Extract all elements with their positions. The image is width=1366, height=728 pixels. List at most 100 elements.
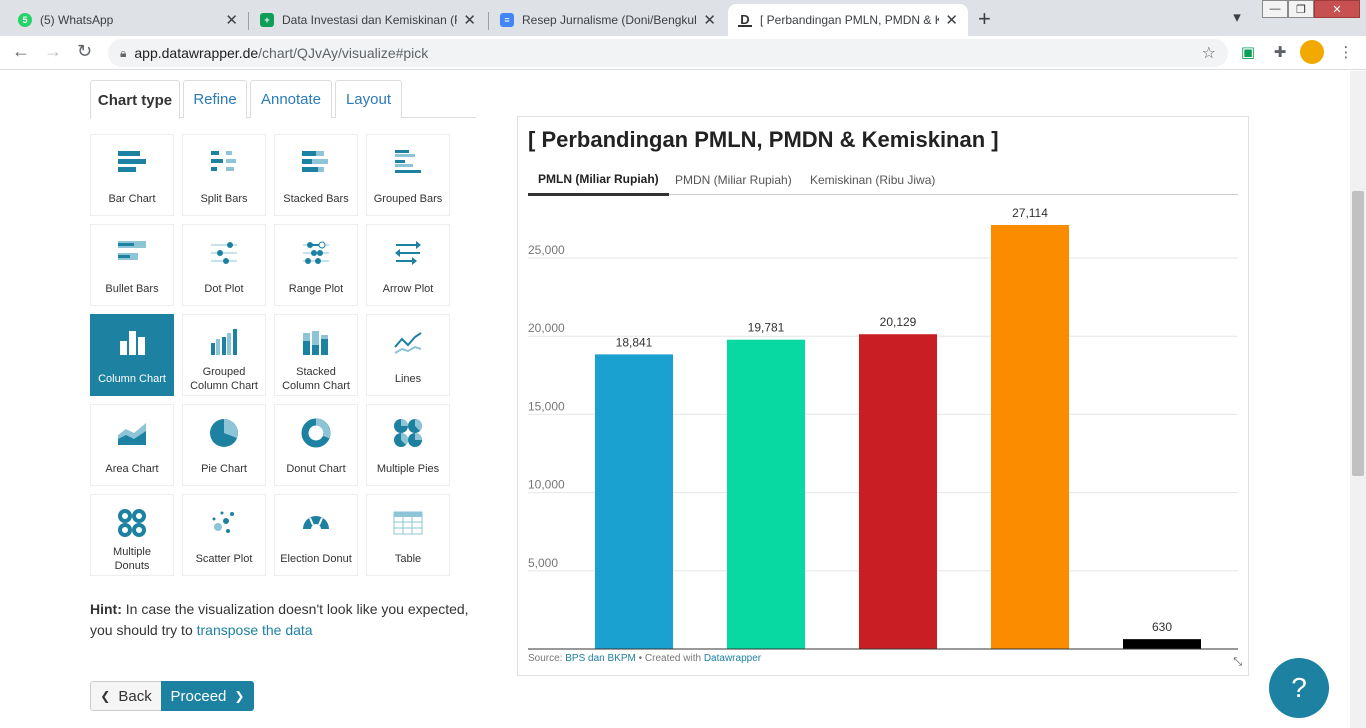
bar-value-label: 19,781 — [748, 321, 785, 335]
chart-type-option[interactable]: Range Plot — [274, 224, 358, 306]
chart-type-label: Range Plot — [288, 283, 344, 295]
chart-tab-pmdn[interactable]: PMDN (Miliar Rupiah) — [675, 173, 792, 187]
chevron-left-icon: ❮ — [100, 689, 111, 703]
chart-type-option[interactable]: Bullet Bars — [90, 224, 174, 306]
chart-type-label: Dot Plot — [204, 283, 244, 295]
chart-type-option[interactable]: Arrow Plot — [366, 224, 450, 306]
chart-type-option[interactable]: Donut Chart — [274, 404, 358, 486]
new-tab-icon[interactable]: + — [978, 6, 991, 31]
bar-value-label: 630 — [1152, 620, 1172, 634]
grouped-column-chart-icon — [206, 325, 242, 361]
lines-icon — [390, 325, 426, 361]
close-tab-icon[interactable]: ✕ — [703, 12, 716, 29]
chart-type-option[interactable]: Split Bars — [182, 134, 266, 216]
page-scrollbar[interactable] — [1350, 71, 1366, 728]
step-tabs: Chart type Refine Annotate Layout — [90, 80, 476, 119]
chart-type-label: Election Donut — [280, 553, 352, 565]
scatter-plot-icon — [206, 505, 242, 541]
back-button[interactable]: ❮ Back — [90, 681, 162, 711]
x-tick-label: 2021 — [1149, 656, 1176, 657]
chart-type-option[interactable]: Pie Chart — [182, 404, 266, 486]
chart-type-label: Split Bars — [200, 193, 248, 205]
close-window-icon[interactable]: ✕ — [1314, 0, 1360, 18]
extensions-puzzle-icon[interactable]: ✚ — [1273, 44, 1287, 61]
bookmark-star-icon[interactable]: ☆ — [1201, 45, 1216, 62]
chart-type-option[interactable]: Election Donut — [274, 494, 358, 576]
proceed-button[interactable]: Proceed ❯ — [161, 681, 254, 711]
address-bar[interactable]: 🔒︎ app.datawrapper.de/chart/QJvAy/visual… — [108, 39, 1228, 67]
proceed-button-label: Proceed — [170, 687, 227, 705]
grouped-bars-icon — [390, 145, 426, 181]
chart-tab-kemiskinan[interactable]: Kemiskinan (Ribu Jiwa) — [810, 173, 936, 187]
tab-layout[interactable]: Layout — [335, 80, 402, 118]
browser-tab-whatsapp[interactable]: 5 (5) WhatsApp ✕ — [8, 4, 248, 36]
chart-type-label: Arrow Plot — [382, 283, 434, 295]
chart-type-label: Area Chart — [105, 463, 159, 475]
bar-chart-icon — [114, 145, 150, 181]
browser-toolbar: ← → ↻ 🔒︎ app.datawrapper.de/chart/QJvAy/… — [0, 36, 1366, 70]
chart-type-label: Lines — [394, 373, 422, 385]
multiple-pies-icon — [390, 415, 426, 451]
chart-type-option[interactable]: Lines — [366, 314, 450, 396]
range-plot-icon — [298, 235, 334, 271]
extension-icon[interactable]: ▣ — [1240, 44, 1256, 61]
chart-type-option[interactable]: Area Chart — [90, 404, 174, 486]
maximize-icon[interactable]: ❐ — [1288, 0, 1314, 18]
election-donut-icon — [298, 505, 334, 541]
source-label: Source: — [528, 653, 563, 664]
chart-type-option[interactable]: Grouped Column Chart — [182, 314, 266, 396]
chart-tab-pmln[interactable]: PMLN (Miliar Rupiah) — [528, 165, 669, 196]
chart-type-label: Stacked Bars — [283, 193, 349, 205]
minimize-icon[interactable]: — — [1262, 0, 1288, 18]
bar-value-label: 20,129 — [880, 315, 917, 329]
browser-tab-docs[interactable]: ≡ Resep Jurnalisme (Doni/Bengkulu ✕ — [490, 4, 726, 36]
browser-tab-sheets[interactable]: + Data Investasi dan Kemiskinan (F ✕ — [250, 4, 486, 36]
y-tick-label: 20,000 — [528, 321, 565, 335]
chart-type-option[interactable]: Grouped Bars — [366, 134, 450, 216]
tab-refine[interactable]: Refine — [183, 80, 247, 118]
chart-type-option[interactable]: Scatter Plot — [182, 494, 266, 576]
chart-type-option[interactable]: Multiple Donuts — [90, 494, 174, 576]
chart-type-label: Multiple Pies — [376, 463, 440, 475]
browser-tab-datawrapper[interactable]: D [ Perbandingan PMLN, PMDN & K ✕ — [728, 4, 968, 36]
y-tick-label: 15,000 — [528, 399, 565, 413]
reload-icon[interactable]: ↻ — [77, 41, 93, 61]
chart-type-label: Pie Chart — [201, 463, 247, 475]
chart-tabs: PMLN (Miliar Rupiah) PMDN (Miliar Rupiah… — [528, 165, 1238, 196]
tab-chart-type[interactable]: Chart type — [90, 80, 180, 119]
transpose-data-link[interactable]: transpose the data — [196, 622, 313, 638]
chart-type-option[interactable]: Multiple Pies — [366, 404, 450, 486]
bar — [727, 339, 805, 649]
docs-icon: ≡ — [500, 13, 514, 27]
tab-search-icon[interactable]: ▾ — [1233, 9, 1241, 26]
chart-type-option[interactable]: Bar Chart — [90, 134, 174, 216]
tab-annotate[interactable]: Annotate — [250, 80, 332, 118]
chart-type-option[interactable]: Stacked Bars — [274, 134, 358, 216]
scrollbar-thumb[interactable] — [1352, 191, 1364, 476]
datawrapper-link[interactable]: Datawrapper — [703, 653, 762, 664]
chart-source: Source: BPS dan BKPM • Created with Data… — [528, 653, 761, 664]
chart-type-label: Multiple Donuts — [113, 546, 151, 572]
help-button[interactable]: ? — [1269, 658, 1329, 718]
source-link[interactable]: BPS dan BKPM — [565, 653, 636, 664]
y-tick-label: 5,000 — [528, 556, 558, 570]
back-arrow-icon[interactable]: ← — [12, 41, 30, 61]
page-content: Chart type Refine Annotate Layout Bar Ch… — [0, 71, 1366, 728]
chart-type-option[interactable]: Stacked Column Chart — [274, 314, 358, 396]
profile-avatar[interactable] — [1300, 40, 1324, 64]
chart-type-option[interactable]: Table — [366, 494, 450, 576]
table-icon — [390, 505, 426, 541]
close-tab-icon[interactable]: ✕ — [945, 12, 958, 29]
menu-kebab-icon[interactable]: ⋮ — [1338, 44, 1354, 61]
resize-handle-icon[interactable]: ⤡ — [1233, 656, 1242, 668]
hint-bold: Hint: — [90, 601, 122, 617]
chart-type-option[interactable]: Column Chart — [90, 314, 174, 396]
url-path: /chart/QJvAy/visualize#pick — [258, 45, 429, 61]
chart-type-option[interactable]: Dot Plot — [182, 224, 266, 306]
close-tab-icon[interactable]: ✕ — [463, 12, 476, 29]
browser-tab-bar: 5 (5) WhatsApp ✕ + Data Investasi dan Ke… — [0, 0, 1366, 36]
bar-value-label: 18,841 — [616, 335, 653, 349]
forward-arrow-icon[interactable]: → — [44, 41, 62, 61]
lock-icon: 🔒︎ — [120, 45, 127, 60]
close-tab-icon[interactable]: ✕ — [225, 12, 238, 29]
